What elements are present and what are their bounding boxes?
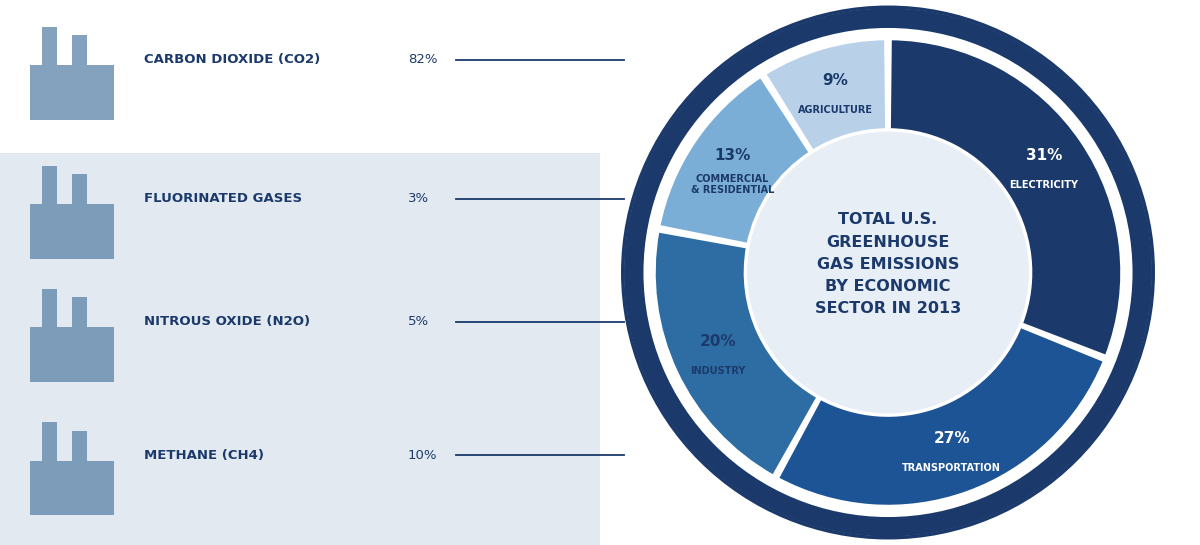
Text: NITROUS OXIDE (N2O): NITROUS OXIDE (N2O) [144, 315, 310, 328]
Wedge shape [889, 39, 1122, 356]
Bar [72, 174, 88, 204]
Bar [42, 166, 58, 204]
Text: CARBON DIOXIDE (CO2): CARBON DIOXIDE (CO2) [144, 53, 320, 66]
Bar [72, 297, 88, 327]
Text: COMMERCIAL
& RESIDENTIAL: COMMERCIAL & RESIDENTIAL [690, 174, 774, 195]
Text: TOTAL U.S.
GREENHOUSE
GAS EMISSIONS
BY ECONOMIC
SECTOR IN 2013: TOTAL U.S. GREENHOUSE GAS EMISSIONS BY E… [815, 213, 961, 316]
Text: 13%: 13% [714, 148, 750, 163]
Bar [0, 0, 600, 153]
Bar [30, 461, 114, 515]
Wedge shape [764, 39, 887, 151]
Bar [42, 289, 58, 327]
Wedge shape [654, 231, 818, 476]
Text: 20%: 20% [700, 334, 736, 349]
Wedge shape [659, 76, 810, 244]
Text: INDUSTRY: INDUSTRY [690, 366, 745, 376]
Text: 9%: 9% [822, 73, 848, 88]
Text: 27%: 27% [934, 431, 970, 446]
Text: FLUORINATED GASES: FLUORINATED GASES [144, 192, 302, 205]
Bar [42, 27, 58, 65]
Wedge shape [778, 326, 1104, 506]
Text: METHANE (CH4): METHANE (CH4) [144, 449, 264, 462]
Bar [0, 153, 600, 545]
Bar [30, 204, 114, 259]
Text: 3%: 3% [408, 192, 430, 205]
Bar [72, 431, 88, 461]
Bar [42, 422, 58, 461]
Bar [30, 65, 114, 120]
Text: 82%: 82% [408, 53, 438, 66]
Text: 10%: 10% [408, 449, 438, 462]
Text: 5%: 5% [408, 315, 430, 328]
Text: 31%: 31% [1026, 148, 1062, 163]
Text: AGRICULTURE: AGRICULTURE [798, 105, 872, 114]
Circle shape [748, 132, 1028, 413]
Bar [30, 327, 114, 382]
Circle shape [745, 130, 1031, 415]
Text: ELECTRICITY: ELECTRICITY [1009, 179, 1079, 190]
Bar [72, 35, 88, 65]
Text: TRANSPORTATION: TRANSPORTATION [902, 463, 1001, 473]
